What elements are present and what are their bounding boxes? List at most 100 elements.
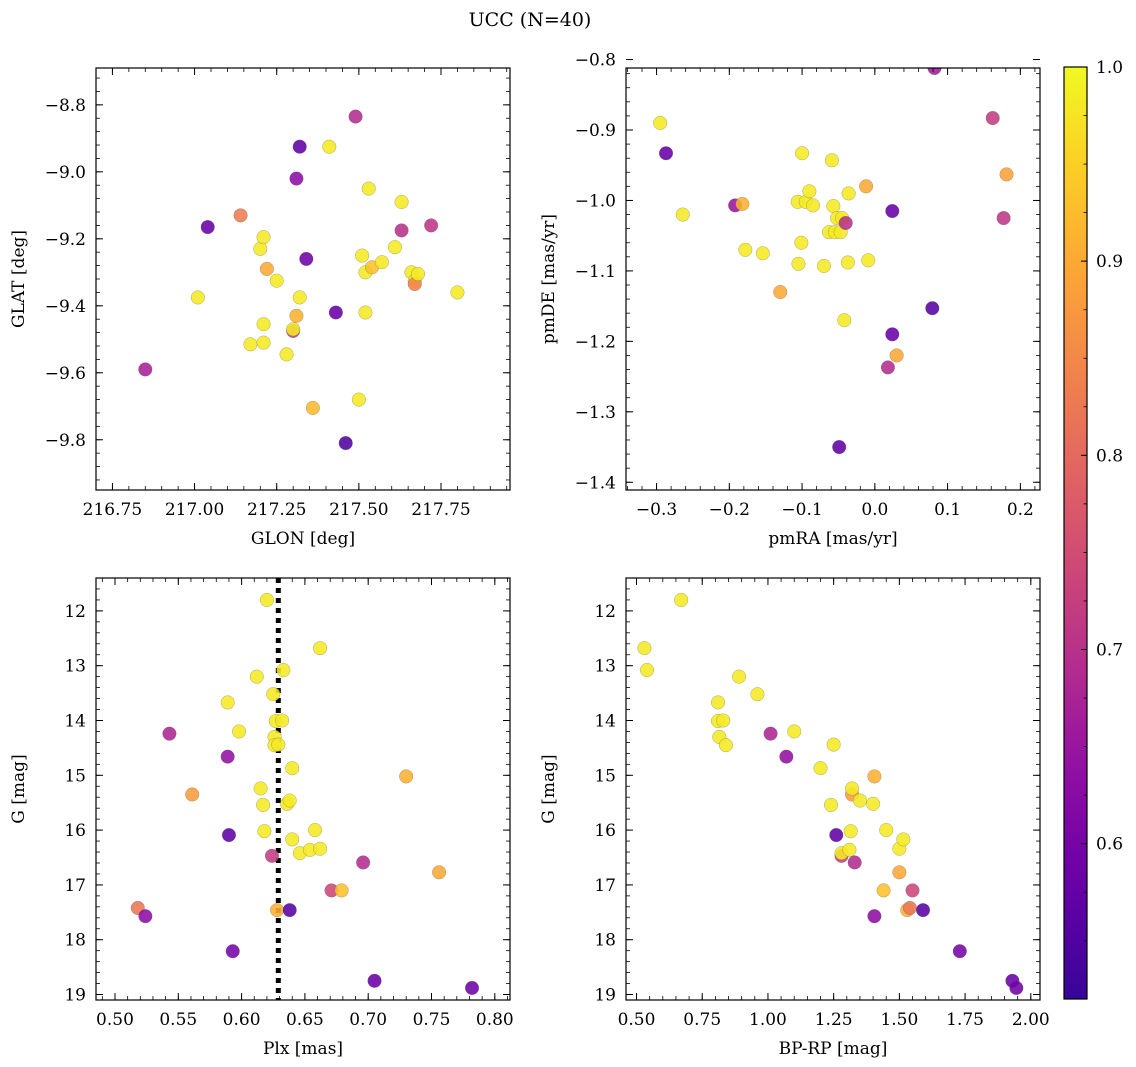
points	[637, 592, 1024, 995]
y-tick-label: 16	[594, 821, 616, 841]
data-point	[802, 184, 817, 199]
y-tick-label: −1.0	[575, 191, 616, 211]
y-tick-label: 16	[64, 821, 86, 841]
x-tick-label: 217.50	[329, 500, 388, 520]
data-point	[264, 848, 279, 863]
y-axis-label: pmDE [mas/yr]	[539, 214, 559, 344]
data-point	[1009, 980, 1024, 995]
data-point	[763, 726, 778, 741]
data-point	[716, 713, 731, 728]
data-point	[866, 796, 881, 811]
data-point	[356, 855, 371, 870]
y-tick-label: 12	[64, 602, 86, 622]
colorbar-tick-label: 0.9	[1096, 252, 1123, 272]
data-point	[750, 687, 765, 702]
data-point	[795, 146, 810, 161]
data-point	[243, 337, 258, 352]
data-point	[916, 903, 931, 918]
panels: 216.75 217.00 217.25 217.50 217.75 −8.8 −9.0 −9…	[9, 51, 1050, 1059]
y-tick-label: 14	[64, 711, 86, 731]
x-tick-label: 1.75	[946, 1010, 984, 1030]
data-point	[271, 737, 286, 752]
data-point	[735, 196, 750, 211]
axes-frame	[625, 67, 1041, 491]
data-point	[275, 713, 290, 728]
data-point	[276, 663, 291, 678]
data-point	[905, 883, 920, 898]
x-tick-label: 217.00	[165, 500, 224, 520]
data-point	[411, 266, 426, 281]
y-tick-label: −9.4	[45, 297, 86, 317]
data-point	[334, 883, 349, 898]
data-point	[794, 235, 809, 250]
x-tick-label: 0.50	[618, 1010, 656, 1030]
x-tick-label: 1.50	[880, 1010, 918, 1030]
data-point	[659, 146, 674, 161]
data-point	[889, 348, 904, 363]
colorbar-tick-label: 0.7	[1096, 641, 1123, 661]
data-point	[952, 944, 967, 959]
data-point	[185, 787, 200, 802]
x-tick-label: 0.80	[476, 1010, 514, 1030]
data-point	[824, 153, 839, 168]
points	[130, 592, 480, 995]
x-tick-label: 0.70	[349, 1010, 387, 1030]
data-point	[285, 761, 300, 776]
x-tick-label: 0.50	[96, 1010, 134, 1030]
x-tick-label: 1.00	[749, 1010, 787, 1030]
y-axis-label: G [mag]	[539, 754, 559, 823]
data-point	[338, 436, 353, 451]
data-point	[829, 828, 844, 843]
data-point	[925, 301, 940, 316]
data-point	[840, 255, 855, 270]
data-point	[885, 327, 900, 342]
data-point	[637, 641, 652, 656]
data-point	[289, 308, 304, 323]
y-axis-label: G [mag]	[9, 754, 29, 823]
data-point	[779, 749, 794, 764]
y-tick-label: 19	[594, 986, 616, 1006]
y-tick-label: −1.3	[575, 403, 616, 423]
x-tick-label: 0.60	[223, 1010, 261, 1030]
data-point	[367, 973, 382, 988]
data-point	[374, 255, 389, 270]
data-point	[424, 218, 439, 233]
data-point	[845, 781, 860, 796]
data-point	[361, 181, 376, 196]
scatter-panel-3: 0.50 0.55 0.60 0.65 0.70 0.75 0.80 12 13 14 15 16 17…	[9, 577, 514, 1059]
y-tick-label: −9.6	[45, 364, 86, 384]
data-point	[269, 273, 284, 288]
y-tick-label: 17	[64, 876, 86, 896]
x-axis-label: BP-RP [mag]	[779, 1039, 888, 1059]
x-axis-label: pmRA [mas/yr]	[768, 529, 897, 549]
data-point	[996, 211, 1011, 226]
data-point	[861, 253, 876, 268]
data-point	[465, 980, 480, 995]
data-point	[200, 220, 215, 235]
data-point	[852, 793, 867, 808]
x-tick-label: 0.75	[683, 1010, 721, 1030]
data-point	[162, 726, 177, 741]
data-point	[256, 230, 271, 245]
data-point	[718, 738, 733, 753]
data-point	[388, 240, 403, 255]
data-point	[351, 392, 366, 407]
data-point	[985, 111, 1000, 126]
data-point	[286, 322, 301, 337]
points	[653, 68, 1014, 455]
data-point	[842, 842, 857, 857]
data-point	[885, 204, 900, 219]
data-point	[824, 797, 839, 812]
data-point	[266, 687, 281, 702]
data-point	[816, 258, 831, 273]
data-point	[355, 248, 370, 263]
y-tick-label: −9.2	[45, 230, 86, 250]
y-tick-label: −8.8	[45, 96, 86, 116]
data-point	[348, 109, 363, 124]
colorbar-gradient	[1064, 67, 1087, 999]
scatter-panel-2: −0.3 −0.2 −0.1 0.0 0.1 0.2 −0.8 −0.9 −1.0 −1.1 −1.…	[539, 51, 1041, 549]
data-point	[313, 841, 328, 856]
data-point	[394, 194, 409, 209]
data-point	[233, 208, 248, 223]
